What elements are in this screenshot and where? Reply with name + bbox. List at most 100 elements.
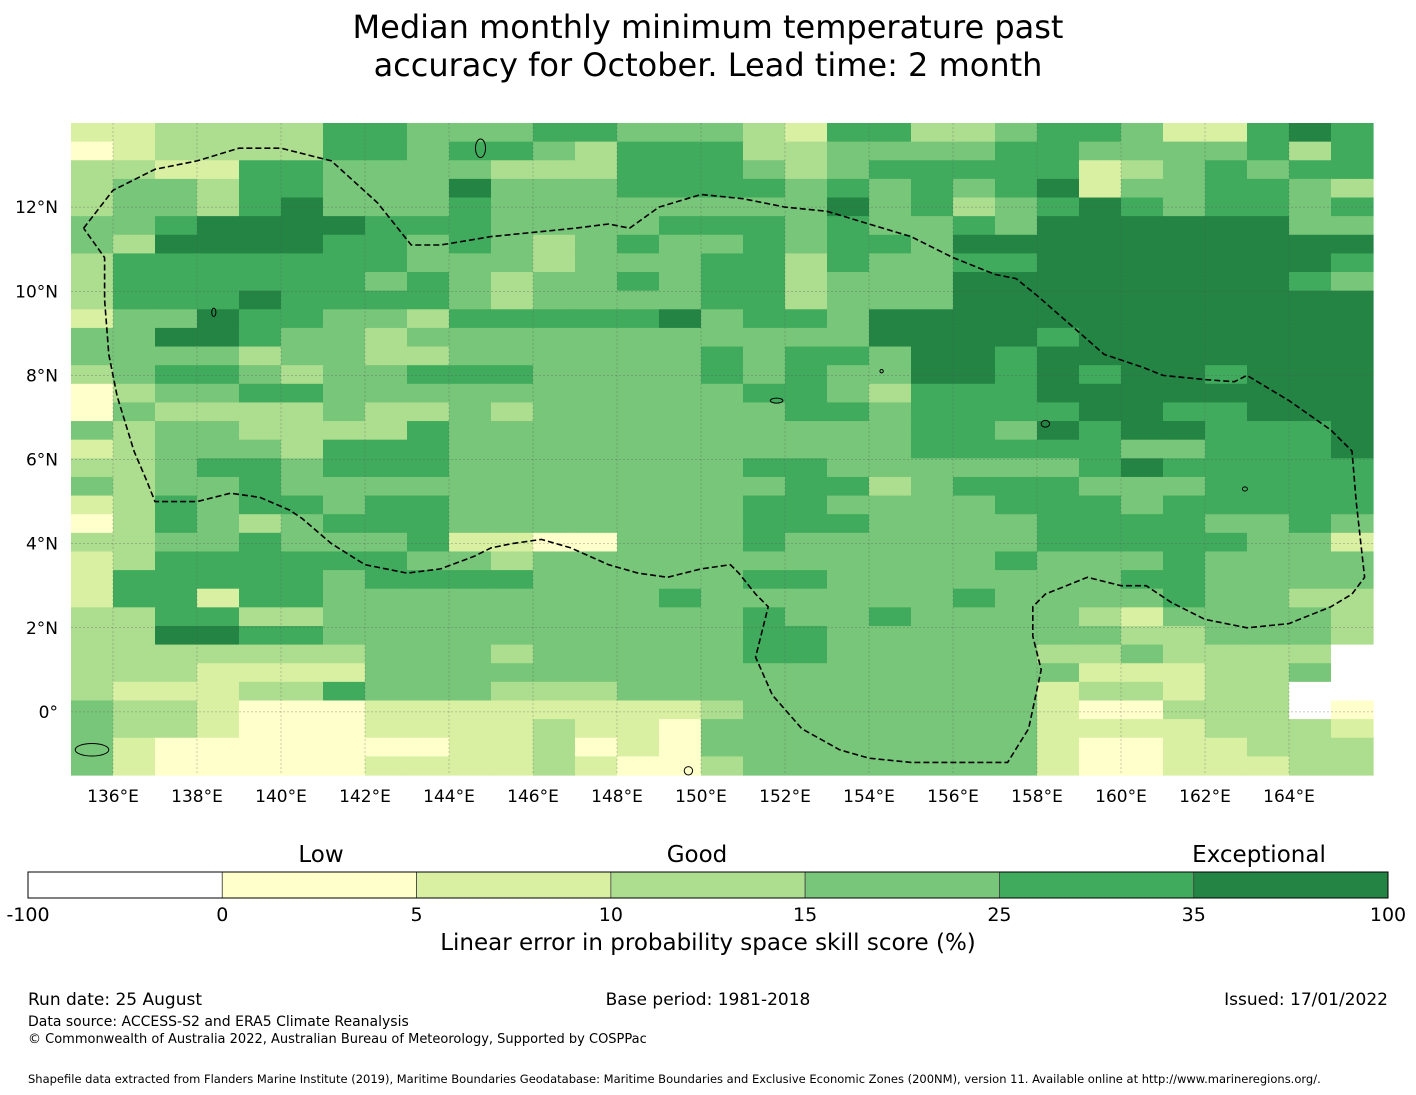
- grid-cell: [1289, 495, 1332, 515]
- grid-cell: [995, 253, 1038, 273]
- grid-cell: [953, 532, 996, 553]
- grid-cell: [155, 123, 198, 143]
- grid-cell: [785, 681, 828, 702]
- grid-cell: [491, 625, 534, 646]
- grid-cell: [743, 514, 786, 534]
- grid-cell: [743, 588, 786, 608]
- grid-cell: [995, 551, 1038, 571]
- grid-cell: [365, 644, 408, 664]
- grid-cell: [575, 160, 618, 180]
- grid-cell: [953, 272, 996, 292]
- grid-cell: [197, 123, 240, 143]
- grid-cell: [785, 756, 828, 776]
- grid-cell: [953, 663, 996, 683]
- shapefile-credit: Shapefile data extracted from Flanders M…: [28, 1072, 1321, 1086]
- grid-cell: [1205, 625, 1248, 646]
- grid-cell: [743, 476, 786, 497]
- grid-cell: [71, 141, 114, 161]
- grid-cell: [1079, 644, 1122, 664]
- grid-cell: [71, 439, 114, 459]
- grid-cell: [1331, 663, 1374, 683]
- grid-cell: [995, 532, 1038, 553]
- grid-cell: [575, 365, 618, 385]
- grid-cell: [1289, 383, 1332, 404]
- grid-cell: [953, 309, 996, 329]
- grid-cell: [575, 476, 618, 497]
- grid-cell: [1037, 476, 1080, 497]
- grid-cell: [1037, 346, 1080, 366]
- grid-cell: [281, 327, 324, 348]
- grid-cell: [71, 272, 114, 292]
- grid-cell: [323, 495, 366, 515]
- grid-cell: [449, 365, 492, 385]
- grid-cell: [449, 253, 492, 273]
- grid-cell: [659, 160, 702, 180]
- grid-cell: [533, 625, 576, 646]
- grid-cell: [113, 607, 156, 627]
- grid-cell: [239, 514, 282, 534]
- grid-cell: [71, 160, 114, 180]
- grid-cell: [869, 495, 912, 515]
- grid-cell: [155, 234, 198, 254]
- colorbar-tick-label: 0: [216, 904, 228, 926]
- grid-cell: [743, 141, 786, 161]
- grid-cell: [239, 625, 282, 646]
- grid-cell: [113, 123, 156, 143]
- grid-cell: [1121, 234, 1164, 254]
- grid-cell: [869, 309, 912, 329]
- grid-cell: [1205, 160, 1248, 180]
- grid-cell: [1079, 625, 1122, 646]
- grid-cell: [911, 476, 954, 497]
- grid-cell: [911, 421, 954, 441]
- grid-cell: [1247, 216, 1290, 236]
- grid-cell: [1205, 514, 1248, 534]
- grid-cell: [701, 290, 744, 310]
- grid-cell: [1205, 495, 1248, 515]
- grid-cell: [953, 700, 996, 720]
- grid-cell: [701, 216, 744, 236]
- grid-cell: [1037, 234, 1080, 254]
- grid-cell: [281, 439, 324, 459]
- grid-cell: [1289, 458, 1332, 478]
- grid-cell: [1163, 495, 1206, 515]
- grid-cell: [197, 495, 240, 515]
- grid-cell: [449, 272, 492, 292]
- grid-cell: [911, 625, 954, 646]
- lat-tick-label: 8°N: [26, 366, 58, 386]
- grid-cell: [155, 346, 198, 366]
- grid-cell: [197, 141, 240, 161]
- grid-cell: [1205, 551, 1248, 571]
- grid-cell: [1205, 458, 1248, 478]
- grid-cell: [449, 346, 492, 366]
- grid-cell: [785, 253, 828, 273]
- grid-cell: [911, 588, 954, 608]
- grid-cell: [701, 607, 744, 627]
- grid-cell: [155, 272, 198, 292]
- grid-cell: [533, 607, 576, 627]
- grid-cell: [701, 383, 744, 404]
- grid-cell: [1331, 123, 1374, 143]
- grid-cell: [1247, 309, 1290, 329]
- grid-cell: [197, 272, 240, 292]
- grid-cell: [617, 290, 660, 310]
- grid-cell: [449, 663, 492, 683]
- grid-cell: [113, 141, 156, 161]
- grid-cell: [743, 216, 786, 236]
- skill-grid: [71, 123, 1374, 776]
- grid-cell: [1037, 421, 1080, 441]
- grid-cell: [743, 123, 786, 143]
- grid-cell: [491, 737, 534, 757]
- grid-cell: [155, 700, 198, 720]
- grid-cell: [71, 327, 114, 348]
- grid-cell: [365, 439, 408, 459]
- grid-cell: [113, 588, 156, 608]
- grid-cell: [239, 551, 282, 571]
- grid-cell: [1205, 290, 1248, 310]
- grid-cell: [995, 476, 1038, 497]
- grid-cell: [407, 476, 450, 497]
- grid-cell: [953, 234, 996, 254]
- grid-cell: [1205, 570, 1248, 590]
- grid-cell: [911, 290, 954, 310]
- grid-cell: [1037, 663, 1080, 683]
- grid-cell: [1121, 551, 1164, 571]
